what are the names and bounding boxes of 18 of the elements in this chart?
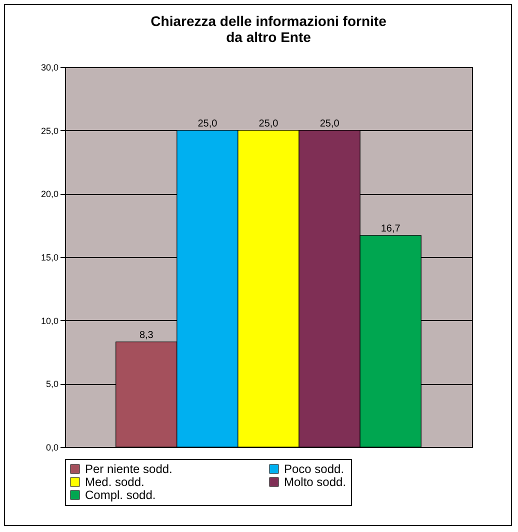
data-label: 25,0	[320, 118, 340, 130]
legend-label: Per niente sodd.	[85, 462, 172, 476]
y-tick-label: 15,0	[40, 252, 58, 262]
legend-label: Molto sodd.	[284, 475, 346, 489]
data-label: 8,3	[139, 330, 154, 341]
legend-label: Poco sodd.	[284, 462, 344, 476]
chart-title: Chiarezza delle informazioni fornite da altro Ente	[150, 13, 387, 45]
y-tick-label: 20,0	[40, 189, 58, 200]
data-label: 25,0	[258, 118, 279, 130]
y-tick-label: 25,0	[40, 126, 58, 136]
legend-label: Med. sodd.	[85, 475, 144, 489]
data-label: 25,0	[198, 118, 218, 130]
y-tick-label: 10,0	[40, 316, 58, 326]
legend-label: Compl. sodd.	[85, 488, 156, 502]
y-tick-label: 5,0	[46, 379, 58, 390]
y-tick-label: 0,0	[46, 442, 58, 452]
data-label: 16,7	[380, 223, 401, 234]
y-tick-label: 30,0	[40, 62, 58, 72]
